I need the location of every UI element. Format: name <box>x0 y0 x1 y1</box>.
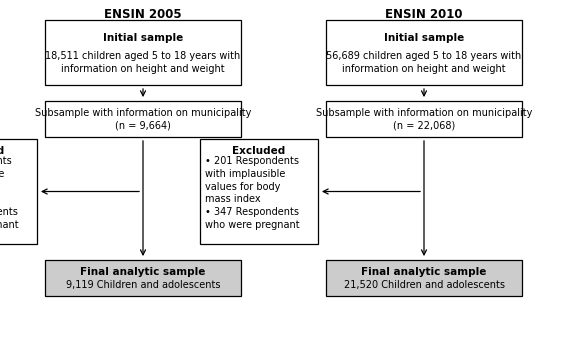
Bar <box>326 260 522 296</box>
Text: 56,689 children aged 5 to 18 years with
information on height and weight: 56,689 children aged 5 to 18 years with … <box>327 51 522 74</box>
Text: Final analytic sample: Final analytic sample <box>80 267 205 277</box>
Bar <box>45 260 241 296</box>
Text: Excluded: Excluded <box>0 146 5 156</box>
Bar <box>45 101 241 137</box>
Bar <box>45 20 241 85</box>
Bar <box>326 101 522 137</box>
Bar <box>0 139 37 244</box>
Text: Subsample with information on municipality
(n = 22,068): Subsample with information on municipali… <box>316 108 532 130</box>
Text: • 99 Respondents
with implausible
values for body
mass index
• 446 Respondents
w: • 99 Respondents with implausible values… <box>0 156 19 230</box>
Text: 21,520 Children and adolescents: 21,520 Children and adolescents <box>344 280 504 290</box>
Text: ENSIN 2010: ENSIN 2010 <box>385 8 463 21</box>
Text: ENSIN 2005: ENSIN 2005 <box>104 8 182 21</box>
Text: • 201 Respondents
with implausible
values for body
mass index
• 347 Respondents
: • 201 Respondents with implausible value… <box>205 156 299 230</box>
Bar <box>326 20 522 85</box>
Text: Initial sample: Initial sample <box>103 32 183 43</box>
Text: 18,511 children aged 5 to 18 years with
information on height and weight: 18,511 children aged 5 to 18 years with … <box>45 51 241 74</box>
Text: Subsample with information on municipality
(n = 9,664): Subsample with information on municipali… <box>35 108 251 130</box>
Text: Excluded: Excluded <box>233 146 286 156</box>
Text: Initial sample: Initial sample <box>384 32 464 43</box>
Bar <box>200 139 318 244</box>
Text: Final analytic sample: Final analytic sample <box>361 267 487 277</box>
Text: 9,119 Children and adolescents: 9,119 Children and adolescents <box>66 280 220 290</box>
